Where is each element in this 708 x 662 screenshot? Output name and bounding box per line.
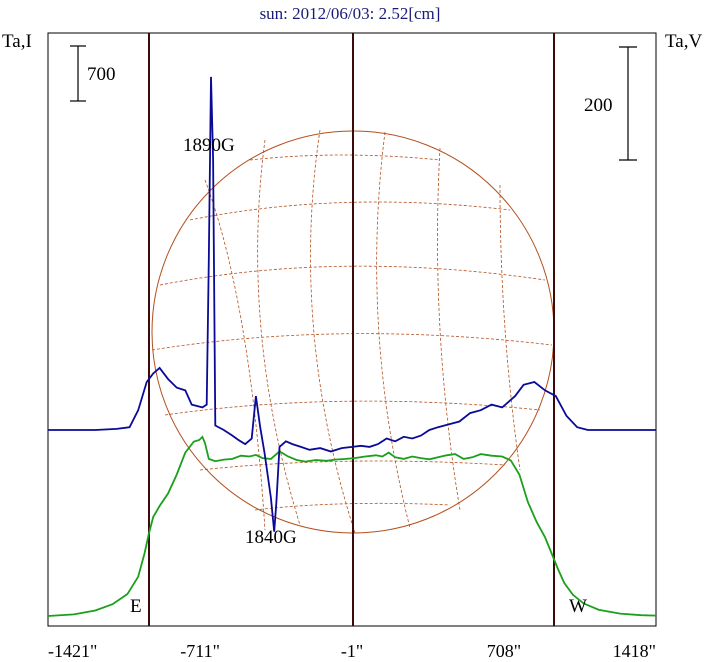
x-tick-label: -1" — [341, 641, 363, 661]
chart-title: sun: 2012/06/03: 2.52[cm] — [260, 4, 441, 23]
left-axis-label: Ta,I — [2, 31, 32, 52]
intensity-series-line — [47, 435, 657, 617]
right-axis-label: Ta,V — [665, 31, 702, 52]
x-tick-label: -1421" — [48, 641, 97, 661]
east-marker: E — [130, 596, 142, 617]
x-tick-label: 1418" — [613, 641, 656, 661]
x-tick-label: -711" — [180, 641, 220, 661]
right-scale-value: 200 — [584, 95, 613, 116]
left-scale-bar: 700 — [70, 45, 116, 102]
x-tick-labels: -1421" -711" -1" 708" 1418" — [48, 641, 656, 661]
west-marker: W — [569, 596, 587, 617]
x-tick-label: 708" — [487, 641, 521, 661]
annotation-1840g: 1840G — [245, 527, 297, 548]
left-scale-value: 700 — [87, 64, 116, 85]
polarization-series-line — [48, 76, 656, 532]
right-scale-bar: 200 — [584, 46, 637, 161]
annotation-1890g: 1890G — [183, 135, 235, 156]
